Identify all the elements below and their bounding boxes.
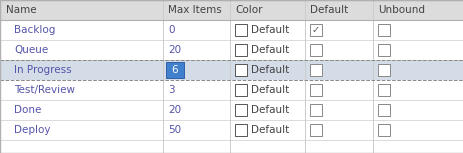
Text: Default: Default — [250, 25, 288, 35]
Text: Default: Default — [309, 5, 348, 15]
Bar — [234, 104, 246, 116]
Text: Default: Default — [250, 85, 288, 95]
Bar — [309, 84, 321, 96]
Text: 6: 6 — [171, 65, 178, 75]
Text: ✓: ✓ — [311, 25, 319, 35]
Bar — [309, 24, 321, 36]
Bar — [309, 124, 321, 136]
Text: Default: Default — [250, 105, 288, 115]
Text: Default: Default — [250, 125, 288, 135]
Bar — [0, 40, 463, 60]
Bar — [377, 84, 389, 96]
Text: Color: Color — [234, 5, 262, 15]
Bar — [377, 44, 389, 56]
Text: 20: 20 — [168, 45, 181, 55]
Bar — [0, 120, 463, 140]
Text: 0: 0 — [168, 25, 174, 35]
Bar — [0, 100, 463, 120]
Text: Unbound: Unbound — [377, 5, 424, 15]
Text: 50: 50 — [168, 125, 181, 135]
Bar — [377, 64, 389, 76]
Bar — [377, 104, 389, 116]
Text: 20: 20 — [168, 105, 181, 115]
Bar — [234, 44, 246, 56]
Bar — [309, 104, 321, 116]
Bar — [166, 62, 184, 78]
Text: Max Items: Max Items — [168, 5, 221, 15]
Bar — [377, 124, 389, 136]
Bar — [0, 20, 463, 40]
Text: Backlog: Backlog — [14, 25, 55, 35]
Text: Done: Done — [14, 105, 41, 115]
Bar — [234, 124, 246, 136]
Text: In Progress: In Progress — [14, 65, 71, 75]
Text: Default: Default — [250, 65, 288, 75]
Bar — [234, 84, 246, 96]
Text: Deploy: Deploy — [14, 125, 50, 135]
Bar — [0, 0, 463, 20]
Bar — [377, 24, 389, 36]
Text: Queue: Queue — [14, 45, 48, 55]
Text: Test/Review: Test/Review — [14, 85, 75, 95]
Bar — [309, 64, 321, 76]
Bar — [234, 24, 246, 36]
Bar — [0, 60, 463, 80]
Bar — [309, 44, 321, 56]
Bar — [234, 64, 246, 76]
Bar — [0, 80, 463, 100]
Text: 3: 3 — [168, 85, 174, 95]
Text: Name: Name — [6, 5, 37, 15]
Text: Default: Default — [250, 45, 288, 55]
